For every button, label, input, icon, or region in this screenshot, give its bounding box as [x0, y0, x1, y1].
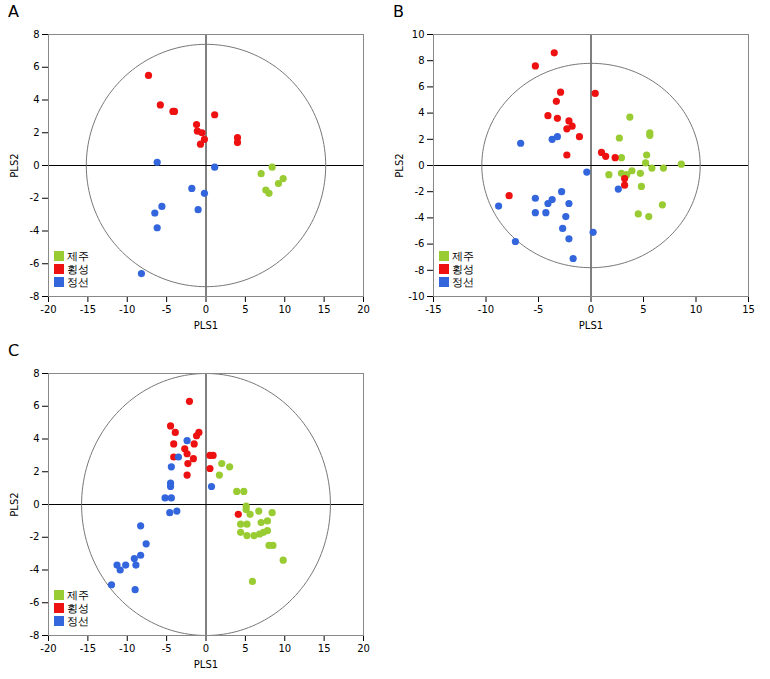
svg-text:-6: -6	[30, 258, 40, 269]
svg-text:-4: -4	[30, 225, 40, 236]
svg-text:-10: -10	[478, 304, 494, 315]
svg-text:4: 4	[33, 433, 39, 444]
svg-text:5: 5	[640, 304, 646, 315]
svg-text:10: 10	[412, 29, 425, 40]
svg-text:PLS1: PLS1	[579, 320, 603, 331]
svg-text:5: 5	[242, 304, 248, 315]
html-text:횡성: 횡성	[67, 602, 89, 615]
svg-text:-2: -2	[30, 192, 40, 203]
svg-text:PLS1: PLS1	[194, 659, 218, 670]
svg-text:PLS2: PLS2	[394, 153, 405, 177]
svg-text:-2: -2	[415, 186, 425, 197]
svg-text:2: 2	[33, 127, 39, 138]
svg-text:10: 10	[690, 304, 703, 315]
html-text:C: C	[8, 341, 20, 360]
html-text:정선: 정선	[67, 276, 89, 289]
svg-text:0: 0	[203, 643, 209, 654]
svg-text:15: 15	[318, 304, 331, 315]
svg-text:-5: -5	[162, 643, 172, 654]
svg-text:-4: -4	[30, 564, 40, 575]
svg-text:8: 8	[33, 368, 39, 379]
svg-text:0: 0	[33, 160, 39, 171]
svg-text:-10: -10	[119, 643, 135, 654]
svg-text:-8: -8	[30, 630, 40, 641]
svg-text:0: 0	[418, 160, 424, 171]
svg-text:8: 8	[33, 29, 39, 40]
svg-text:-6: -6	[415, 238, 425, 249]
svg-text:-10: -10	[119, 304, 135, 315]
svg-text:10: 10	[278, 643, 291, 654]
svg-text:20: 20	[357, 304, 370, 315]
svg-text:4: 4	[418, 107, 424, 118]
svg-text:0: 0	[588, 304, 594, 315]
svg-text:15: 15	[742, 304, 755, 315]
svg-text:-10: -10	[408, 291, 424, 302]
html-text:정선: 정선	[67, 615, 89, 628]
svg-text:15: 15	[318, 643, 331, 654]
svg-text:0: 0	[33, 499, 39, 510]
svg-text:PLS1: PLS1	[194, 320, 218, 331]
svg-text:6: 6	[418, 81, 424, 92]
svg-text:0: 0	[203, 304, 209, 315]
svg-text:-15: -15	[425, 304, 441, 315]
svg-text:10: 10	[278, 304, 291, 315]
svg-text:-4: -4	[415, 212, 425, 223]
svg-text:-20: -20	[40, 643, 56, 654]
svg-text:2: 2	[418, 134, 424, 145]
svg-text:6: 6	[33, 61, 39, 72]
html-text:정선: 정선	[452, 276, 474, 289]
svg-text:-2: -2	[30, 531, 40, 542]
svg-text:2: 2	[33, 466, 39, 477]
html-text:제주: 제주	[67, 589, 89, 602]
svg-text:-15: -15	[80, 643, 96, 654]
svg-text:-8: -8	[30, 291, 40, 302]
svg-text:PLS2: PLS2	[9, 492, 20, 516]
svg-text:-15: -15	[80, 304, 96, 315]
html-text:횡성: 횡성	[67, 263, 89, 276]
svg-text:20: 20	[357, 643, 370, 654]
svg-text:-8: -8	[415, 265, 425, 276]
svg-text:8: 8	[418, 55, 424, 66]
html-text:제주: 제주	[67, 250, 89, 263]
svg-text:-5: -5	[162, 304, 172, 315]
html-text:횡성: 횡성	[452, 263, 474, 276]
svg-text:-20: -20	[40, 304, 56, 315]
svg-text:6: 6	[33, 400, 39, 411]
svg-text:-6: -6	[30, 597, 40, 608]
html-text:B: B	[393, 2, 404, 21]
svg-text:PLS2: PLS2	[9, 153, 20, 177]
html-text:제주: 제주	[452, 250, 474, 263]
svg-text:5: 5	[242, 643, 248, 654]
html-text:A: A	[8, 2, 19, 21]
svg-text:4: 4	[33, 94, 39, 105]
svg-text:-5: -5	[534, 304, 544, 315]
